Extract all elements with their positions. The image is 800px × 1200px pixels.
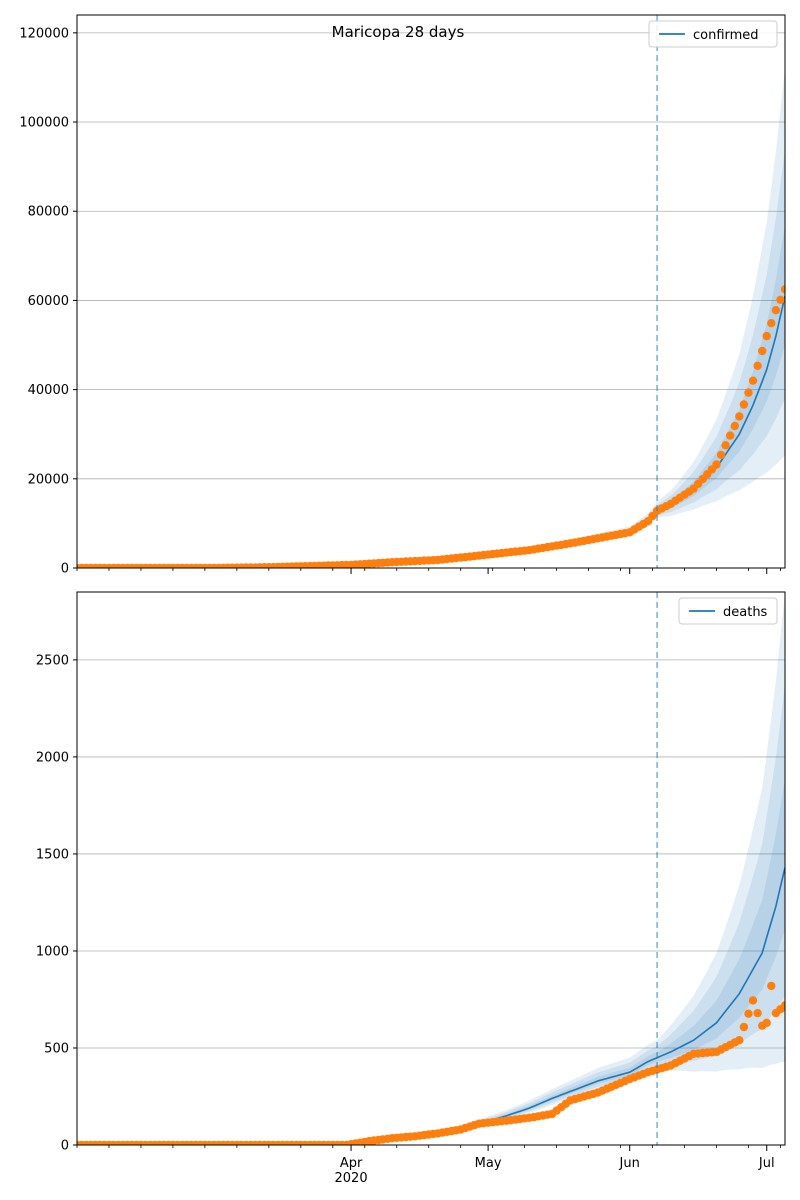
legend-label: confirmed [693, 28, 759, 43]
legend: deaths [678, 597, 778, 625]
y-tick-label: 1500 [36, 847, 69, 862]
observed-point [776, 295, 785, 304]
observed-point [771, 306, 781, 315]
observed-point [762, 1018, 771, 1027]
y-tick-label: 20000 [28, 472, 69, 487]
model-line [77, 295, 785, 568]
legend: confirmed [648, 20, 778, 48]
observed-point [748, 376, 758, 385]
x-tick-label: Jul [758, 1156, 775, 1171]
y-tick-label: 40000 [28, 383, 69, 398]
y-tick-label: 1000 [36, 944, 69, 959]
uncertainty-band-middle [77, 684, 785, 1145]
y-tick-label: 120000 [19, 26, 69, 41]
legend-box [678, 597, 778, 625]
plot-area [77, 67, 785, 568]
x-tick-label: Apr [340, 1156, 363, 1171]
y-tick-label: 500 [44, 1041, 69, 1056]
observed-point [780, 285, 785, 294]
observed-point [730, 421, 739, 431]
x-tick-label: Jun [619, 1156, 640, 1171]
observed-point [735, 412, 744, 421]
observed-point [753, 361, 762, 370]
observed-point [721, 441, 730, 450]
observed-point [744, 1009, 753, 1018]
axes-frame [76, 591, 786, 1146]
chart-title: Maricopa 28 days [332, 23, 465, 41]
deaths-panel: 0 500 1000 1500 2000 2500 Apr May Jun Jul 2020 deat… [36, 591, 786, 1186]
observed-point [744, 388, 753, 397]
observed-point [767, 981, 776, 991]
x-year-label: 2020 [335, 1171, 368, 1186]
uncertainty-band-inner [77, 778, 785, 1145]
observed-point [735, 1036, 744, 1045]
y-tick-label: 100000 [19, 116, 69, 131]
observed-point [712, 460, 721, 469]
y-tick-label: 0 [61, 562, 69, 577]
observed-point [716, 450, 726, 460]
observed-point [762, 331, 771, 341]
uncertainty-band-middle [77, 149, 785, 568]
observed-point [748, 996, 758, 1005]
uncertainty-band-inner [77, 225, 785, 568]
observed-point [758, 346, 767, 356]
plot-area [77, 592, 785, 1145]
observed-point [739, 1022, 749, 1032]
y-tick-label: 2000 [36, 750, 69, 765]
axes-frame [76, 14, 786, 569]
legend-box [648, 20, 778, 48]
legend-label: deaths [723, 605, 768, 620]
x-tick-label: May [475, 1156, 502, 1171]
observed-point [726, 431, 735, 440]
y-tick-label: 80000 [28, 205, 69, 220]
y-tick-label: 2500 [36, 653, 69, 668]
observed-point [767, 319, 776, 328]
model-line [77, 867, 785, 1145]
observed-point [739, 400, 749, 409]
y-tick-label: 60000 [28, 294, 69, 309]
y-tick-label: 0 [61, 1139, 69, 1154]
confirmed-panel: 0 20000 40000 60000 80000 100000 120000 confirm… [19, 14, 786, 577]
observed-point [753, 1008, 762, 1018]
observed-point [780, 1001, 785, 1010]
